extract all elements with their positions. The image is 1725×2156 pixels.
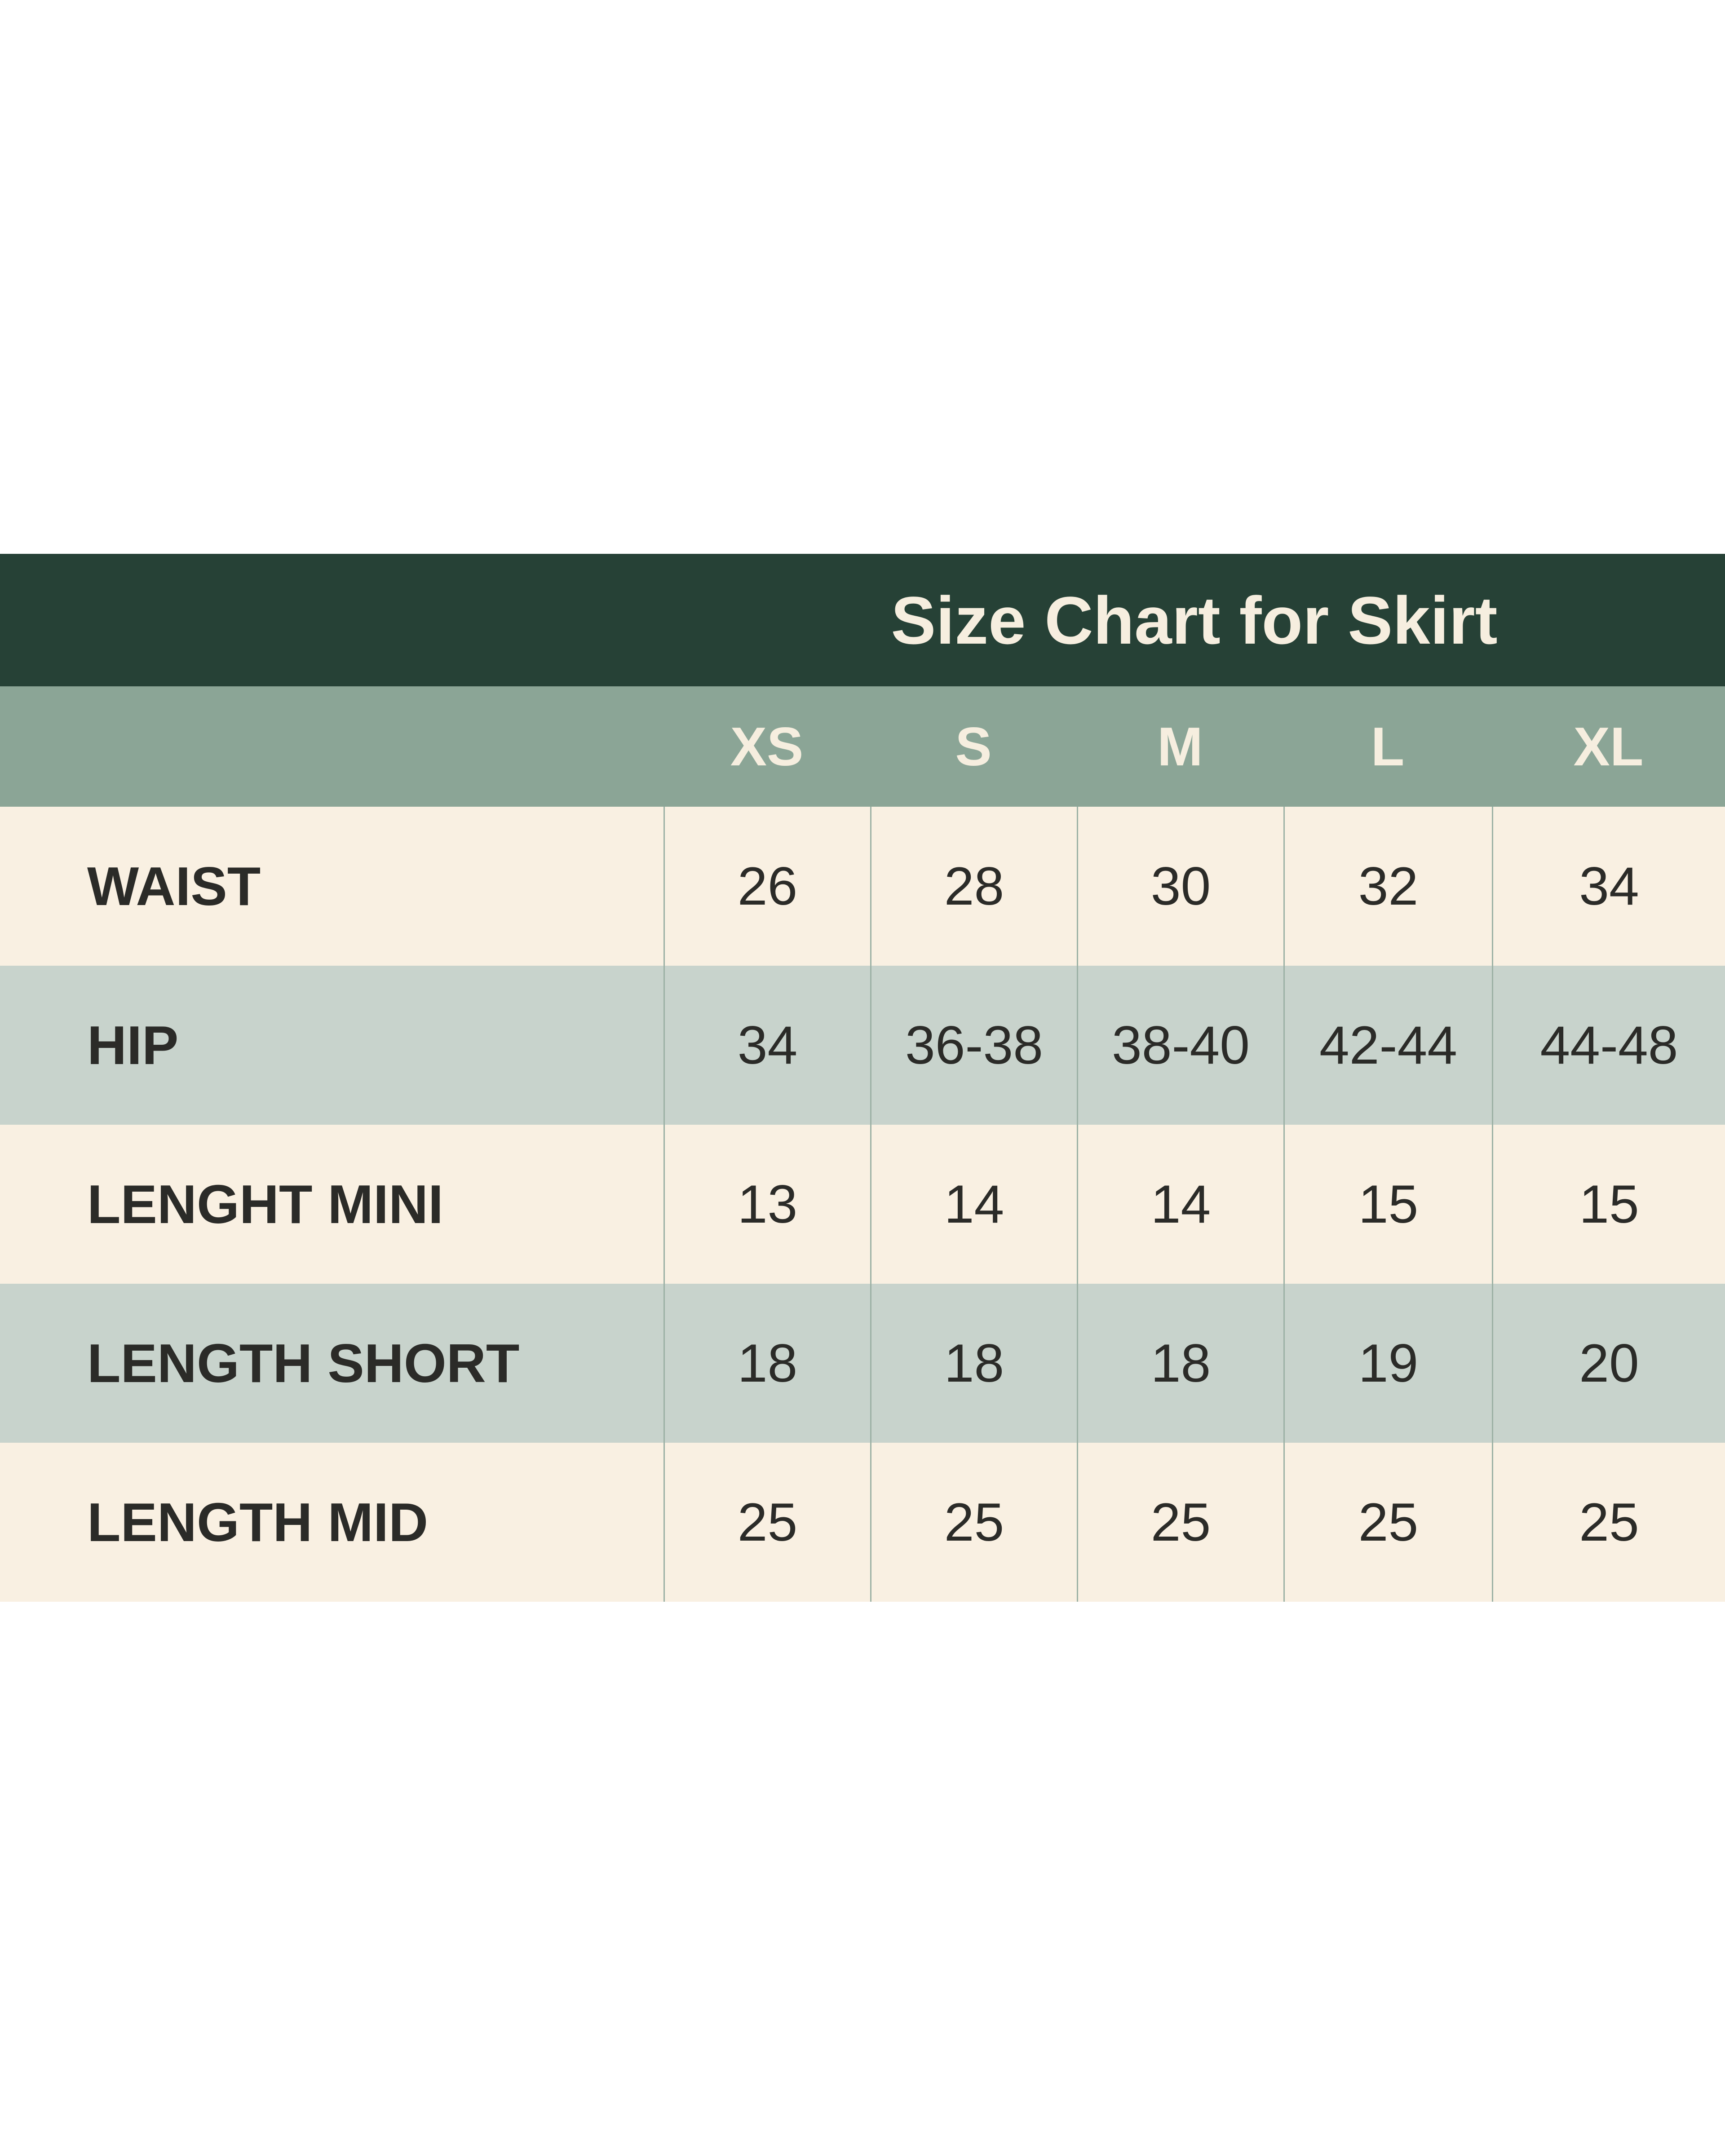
table-cell: 13 — [663, 1125, 870, 1284]
table-title-bar: Size Chart for Skirt — [0, 554, 1725, 686]
table-cell: 25 — [870, 1443, 1077, 1602]
row-label: LENGTH MID — [87, 1492, 429, 1553]
size-chart-table: Size Chart for Skirt XS S M L XL WAIST 2… — [0, 554, 1725, 1602]
table-cell: 15 — [1492, 1125, 1725, 1284]
table-cell: 26 — [663, 807, 870, 966]
column-header-m: M — [1157, 716, 1203, 777]
row-label: HIP — [87, 1015, 179, 1076]
table-cell: 18 — [1077, 1284, 1283, 1443]
table-cell: 44-48 — [1492, 966, 1725, 1125]
table-cell: 25 — [663, 1443, 870, 1602]
table-cell: 36-38 — [870, 966, 1077, 1125]
table-row-length-mid: LENGTH MID 25 25 25 25 25 — [0, 1443, 1725, 1602]
table-cell: 25 — [1492, 1443, 1725, 1602]
table-cell: 18 — [870, 1284, 1077, 1443]
table-cell: 15 — [1283, 1125, 1492, 1284]
table-cell: 34 — [663, 966, 870, 1125]
table-cell: 14 — [1077, 1125, 1283, 1284]
column-header-s: S — [955, 716, 992, 777]
table-cell: 25 — [1283, 1443, 1492, 1602]
table-row-length-short: LENGTH SHORT 18 18 18 19 20 — [0, 1284, 1725, 1443]
table-row-hip: HIP 34 36-38 38-40 42-44 44-48 — [0, 966, 1725, 1125]
row-label: WAIST — [87, 856, 261, 917]
table-title: Size Chart for Skirt — [891, 582, 1498, 658]
column-header-row: XS S M L XL — [0, 686, 1725, 807]
column-header-xs: XS — [730, 716, 804, 777]
table-cell: 18 — [663, 1284, 870, 1443]
table-cell: 19 — [1283, 1284, 1492, 1443]
table-row-lenght-mini: LENGHT MINI 13 14 14 15 15 — [0, 1125, 1725, 1284]
table-cell: 20 — [1492, 1284, 1725, 1443]
row-label: LENGHT MINI — [87, 1174, 443, 1235]
table-cell: 38-40 — [1077, 966, 1283, 1125]
column-header-xl: XL — [1573, 716, 1644, 777]
table-row-waist: WAIST 26 28 30 32 34 — [0, 807, 1725, 966]
row-label: LENGTH SHORT — [87, 1333, 520, 1394]
table-cell: 34 — [1492, 807, 1725, 966]
column-header-l: L — [1371, 716, 1405, 777]
table-cell: 32 — [1283, 807, 1492, 966]
table-cell: 42-44 — [1283, 966, 1492, 1125]
table-cell: 28 — [870, 807, 1077, 966]
table-cell: 25 — [1077, 1443, 1283, 1602]
table-cell: 30 — [1077, 807, 1283, 966]
table-cell: 14 — [870, 1125, 1077, 1284]
